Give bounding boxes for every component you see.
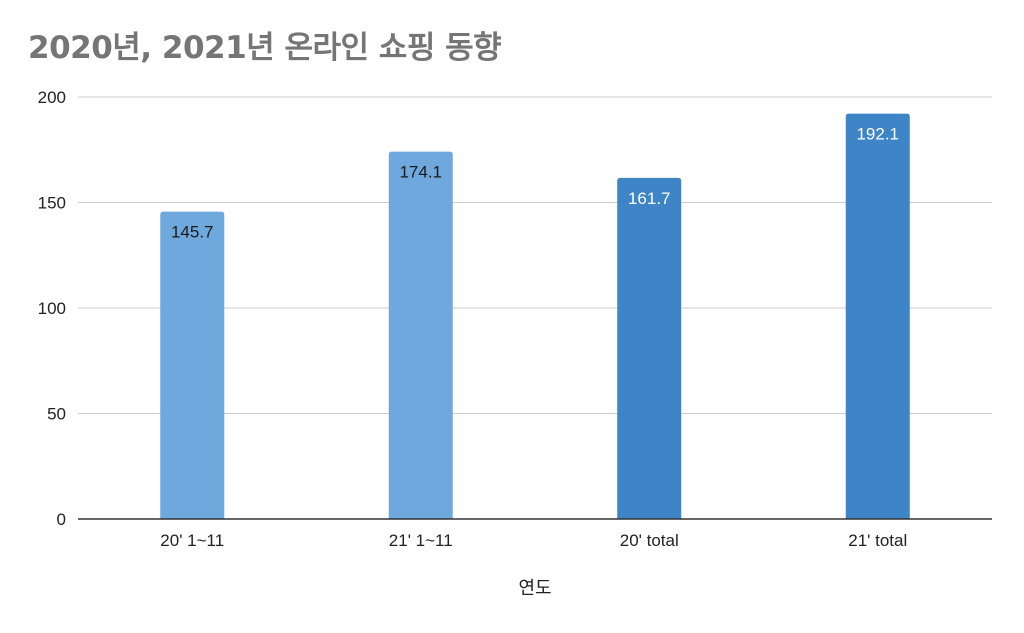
bars	[160, 113, 910, 520]
y-tick-label: 50	[47, 405, 66, 424]
y-tick-label: 0	[57, 510, 66, 529]
y-tick-labels: 0 50 100 150 200	[38, 88, 66, 529]
x-category-label: 21' total	[848, 531, 907, 550]
y-tick-label: 200	[38, 88, 66, 107]
x-category-label: 20' total	[620, 531, 679, 550]
bar-data-label: 192.1	[856, 125, 899, 144]
y-tick-label: 100	[38, 299, 66, 318]
gridlines	[78, 96, 992, 414]
chart-title: 2020년, 2021년 온라인 쇼핑 동향	[28, 30, 502, 66]
bar	[845, 113, 910, 519]
bar	[160, 211, 225, 519]
bar-data-label: 161.7	[628, 189, 671, 208]
bar	[617, 177, 682, 520]
category-labels: 20' 1~11 21' 1~11 20' total 21' total	[160, 531, 907, 550]
data-labels: 145.7 174.1 161.7 192.1	[171, 125, 899, 242]
bar-data-label: 174.1	[399, 163, 442, 182]
x-category-label: 20' 1~11	[160, 531, 224, 550]
x-axis-label: 연도	[518, 578, 551, 599]
x-category-label: 21' 1~11	[389, 531, 453, 550]
y-tick-label: 150	[38, 194, 66, 213]
bar-data-label: 145.7	[171, 223, 214, 242]
bar	[388, 151, 453, 520]
